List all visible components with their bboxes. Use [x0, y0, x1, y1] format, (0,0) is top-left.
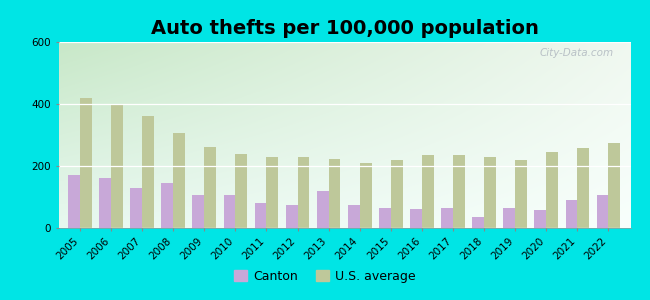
Bar	[235, 154, 247, 228]
Bar	[142, 116, 154, 228]
Title: Auto thefts per 100,000 population: Auto thefts per 100,000 population	[151, 19, 538, 38]
Bar	[329, 159, 341, 228]
Text: City-Data.com: City-Data.com	[540, 48, 614, 58]
Bar	[130, 188, 142, 228]
Bar	[503, 208, 515, 228]
Bar	[204, 147, 216, 228]
Bar	[298, 157, 309, 228]
Bar	[473, 217, 484, 228]
Bar	[422, 155, 434, 228]
Bar	[173, 134, 185, 228]
Bar	[577, 148, 589, 228]
Bar	[534, 210, 546, 228]
Bar	[546, 152, 558, 228]
Bar	[192, 196, 204, 228]
Bar	[161, 183, 173, 228]
Bar	[410, 209, 422, 228]
Bar	[80, 98, 92, 228]
Bar	[515, 160, 527, 228]
Bar	[348, 205, 359, 228]
Bar	[224, 196, 235, 228]
Legend: Canton, U.S. average: Canton, U.S. average	[229, 265, 421, 288]
Bar	[597, 196, 608, 228]
Bar	[453, 155, 465, 228]
Bar	[391, 160, 402, 228]
Bar	[68, 175, 80, 228]
Bar	[566, 200, 577, 228]
Bar	[379, 208, 391, 228]
Bar	[359, 163, 372, 228]
Bar	[255, 203, 266, 228]
Bar	[608, 143, 620, 228]
Bar	[317, 191, 329, 228]
Bar	[111, 104, 123, 228]
Bar	[441, 208, 453, 228]
Bar	[484, 157, 496, 228]
Bar	[286, 205, 298, 228]
Bar	[266, 157, 278, 228]
Bar	[99, 178, 111, 228]
